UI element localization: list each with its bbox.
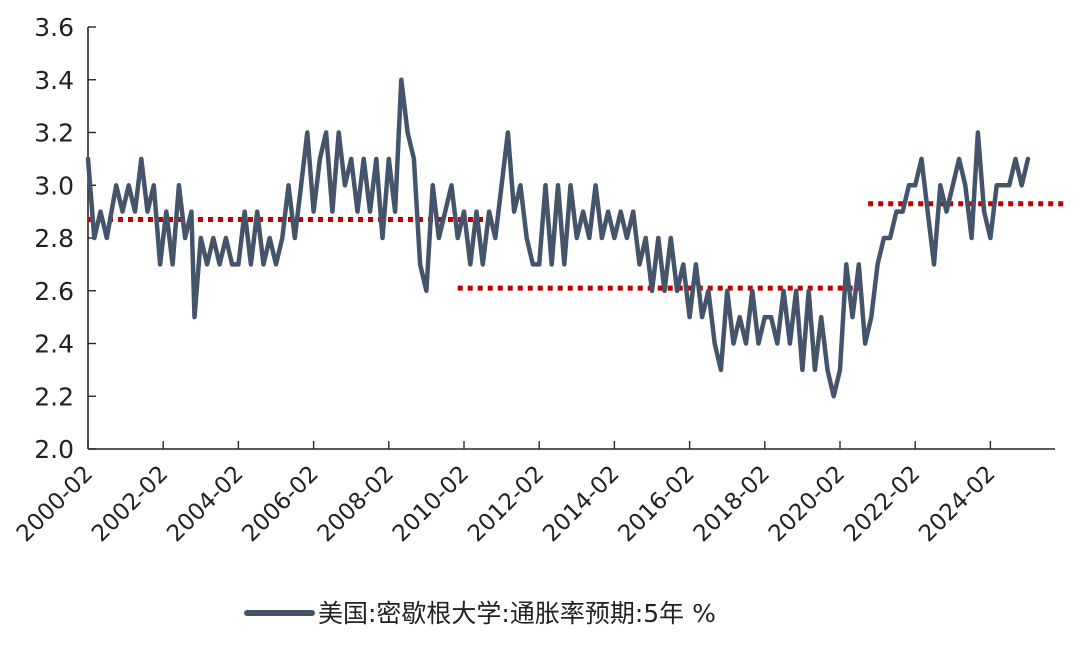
- x-tick-label: 2024-02: [914, 461, 1000, 547]
- series-line: [85, 77, 1031, 399]
- y-tick-label: 2.6: [34, 277, 74, 306]
- x-tick-label: 2022-02: [839, 461, 925, 547]
- x-tick-label: 2000-02: [12, 461, 98, 547]
- y-tick-label: 2.2: [34, 382, 74, 411]
- x-tick-label: 2010-02: [388, 461, 474, 547]
- y-tick-label: 3.6: [34, 13, 74, 42]
- y-tick-label: 2.8: [34, 224, 74, 253]
- x-tick-label: 2014-02: [538, 461, 624, 547]
- y-tick-label: 3.0: [34, 171, 74, 200]
- y-tick-label: 2.0: [34, 435, 74, 464]
- y-tick-label: 2.4: [34, 330, 74, 359]
- x-tick-label: 2004-02: [162, 461, 248, 547]
- x-tick-label: 2020-02: [764, 461, 850, 547]
- y-tick-label: 3.4: [34, 66, 74, 95]
- x-tick-label: 2018-02: [689, 461, 775, 547]
- x-tick-label: 2002-02: [87, 461, 173, 547]
- x-tick-label: 2016-02: [613, 461, 699, 547]
- y-tick-label: 3.2: [34, 119, 74, 148]
- x-tick-label: 2012-02: [463, 461, 549, 547]
- x-tick-label: 2006-02: [237, 461, 323, 547]
- x-tick-label: 2008-02: [313, 461, 399, 547]
- legend-label: 美国:密歇根大学:通胀率预期:5年 %: [318, 599, 716, 628]
